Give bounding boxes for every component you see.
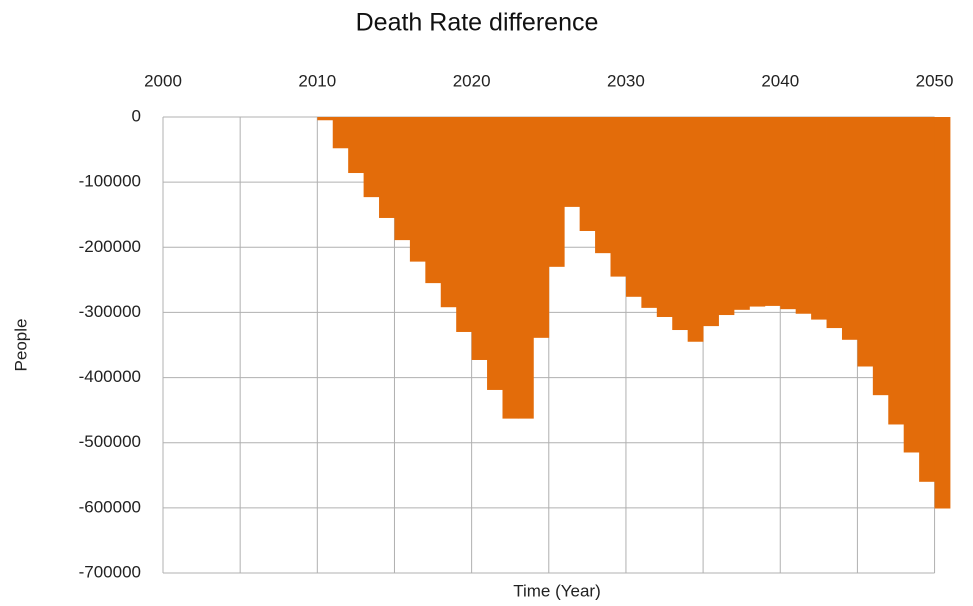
y-tick-label: -200000 — [79, 237, 141, 256]
step-bar — [564, 117, 581, 207]
step-bar — [502, 117, 519, 419]
step-bar — [456, 117, 473, 332]
step-bar — [595, 117, 611, 254]
step-bar — [625, 117, 642, 297]
step-bar — [394, 117, 411, 241]
y-tick-label: -700000 — [79, 562, 141, 581]
step-bar — [795, 117, 812, 314]
step-bar — [610, 117, 627, 277]
step-bar — [687, 117, 704, 342]
y-tick-label: -100000 — [79, 172, 141, 191]
y-tick-label: 0 — [132, 106, 141, 125]
step-bar — [857, 117, 874, 367]
step-bar — [379, 117, 395, 218]
step-bar — [780, 117, 797, 310]
step-bar — [471, 117, 488, 360]
step-bar — [811, 117, 827, 320]
x-tick-label: 2020 — [453, 71, 491, 90]
step-bar — [348, 117, 365, 174]
step-bar — [579, 117, 596, 231]
chart-title: Death Rate difference — [356, 9, 599, 37]
x-axis-label: Time (Year) — [513, 581, 601, 600]
step-bar — [841, 117, 858, 340]
step-bar — [487, 117, 503, 390]
x-tick-label: 2010 — [298, 71, 336, 90]
y-tick-label: -300000 — [79, 302, 141, 321]
step-bar — [440, 117, 457, 308]
step-bar — [548, 117, 565, 267]
x-tick-label: 2000 — [144, 71, 182, 90]
y-tick-label: -500000 — [79, 432, 141, 451]
step-bar — [934, 117, 951, 509]
step-bar — [363, 117, 380, 198]
step-bar — [764, 117, 781, 306]
step-bar — [425, 117, 442, 284]
step-bar — [332, 117, 349, 149]
step-bar — [703, 117, 719, 327]
step-bar — [872, 117, 889, 396]
step-bar — [749, 117, 766, 307]
x-tick-label: 2050 — [916, 71, 954, 90]
step-bar — [656, 117, 673, 317]
x-tick-label: 2030 — [607, 71, 645, 90]
step-bar — [919, 117, 935, 482]
step-bar — [517, 117, 534, 419]
x-tick-label: 2040 — [761, 71, 799, 90]
step-bar — [718, 117, 735, 316]
step-bar — [409, 117, 426, 262]
y-tick-label: -400000 — [79, 367, 141, 386]
step-bar — [826, 117, 843, 329]
step-bar — [672, 117, 689, 331]
step-bar — [903, 117, 920, 453]
step-bar — [533, 117, 550, 338]
step-bar — [317, 117, 334, 121]
step-bar — [733, 117, 750, 310]
y-axis-label: People — [11, 319, 30, 372]
y-tick-label: -600000 — [79, 497, 141, 516]
step-bar — [888, 117, 905, 425]
step-bar — [641, 117, 658, 308]
